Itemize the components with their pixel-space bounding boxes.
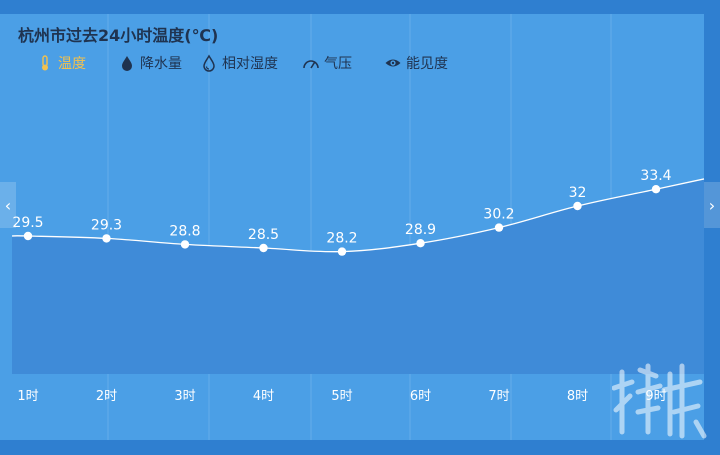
tab-label: 气压: [324, 56, 352, 72]
eye-icon: [384, 54, 402, 72]
humidity-drop-icon: [200, 54, 218, 72]
x-tick-label: 5时: [331, 389, 352, 404]
data-point[interactable]: [102, 234, 111, 243]
x-tick-label: 9时: [645, 389, 666, 404]
x-tick-label: 7时: [488, 389, 509, 404]
x-tick-label: 8时: [567, 389, 588, 404]
tab-label: 温度: [58, 56, 86, 72]
next-page-button[interactable]: ›: [704, 182, 720, 228]
tab-relative-humidity[interactable]: 相对湿度: [200, 53, 278, 73]
x-tick-label: 6时: [410, 389, 431, 404]
chart-title: 杭州市过去24小时温度(℃): [18, 26, 219, 45]
temperature-area: [12, 178, 704, 374]
x-axis-labels: 1时 2时 3时 4时 5时 6时 7时 8时 9时: [17, 389, 666, 404]
gauge-icon: [302, 54, 320, 72]
tab-label: 能见度: [406, 56, 448, 72]
data-point[interactable]: [573, 201, 582, 211]
chevron-right-icon: ›: [708, 195, 716, 215]
value-label: 32: [569, 185, 587, 201]
value-label: 28.2: [326, 231, 357, 247]
data-point[interactable]: [651, 185, 661, 194]
tab-label: 降水量: [140, 56, 182, 72]
value-label: 33.4: [640, 168, 671, 184]
orange-logo-watermark: [612, 363, 707, 439]
tab-temperature[interactable]: 温度: [36, 53, 86, 73]
x-tick-label: 1时: [17, 389, 38, 404]
raindrop-icon: [118, 54, 136, 72]
data-point[interactable]: [180, 240, 190, 249]
value-labels: 29.5 29.3 28.8 28.5 28.2 28.9 30.2 32 33.4: [12, 168, 671, 246]
chevron-left-icon: ‹: [4, 195, 12, 215]
tab-precipitation[interactable]: 降水量: [118, 53, 182, 73]
data-point[interactable]: [494, 223, 504, 232]
tab-label: 相对湿度: [222, 56, 278, 72]
prev-page-button[interactable]: ‹: [0, 182, 16, 228]
value-label: 28.9: [405, 222, 436, 238]
x-tick-label: 2时: [96, 389, 117, 404]
tab-pressure[interactable]: 气压: [302, 53, 352, 73]
value-label: 30.2: [483, 207, 514, 223]
data-point[interactable]: [337, 247, 347, 256]
thermometer-icon: [36, 54, 54, 72]
data-point[interactable]: [416, 239, 425, 248]
value-label: 28.5: [248, 227, 279, 243]
data-point[interactable]: [259, 243, 268, 253]
value-label: 29.3: [91, 217, 122, 233]
tab-visibility[interactable]: 能见度: [384, 53, 448, 73]
data-points: [23, 185, 661, 256]
data-point[interactable]: [23, 231, 33, 241]
value-label: 28.8: [169, 223, 200, 239]
value-label: 29.5: [12, 215, 43, 231]
x-tick-label: 4时: [253, 389, 274, 404]
x-tick-label: 3时: [174, 389, 195, 404]
